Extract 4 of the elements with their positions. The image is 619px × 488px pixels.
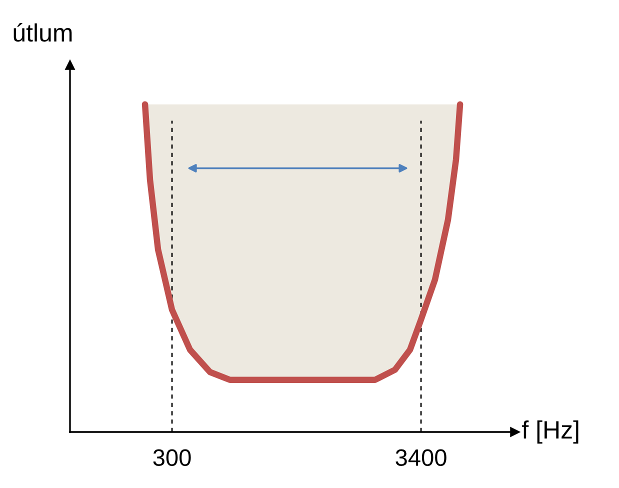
x-tick-label: 300 — [153, 449, 191, 466]
x-tick-label: 3400 — [396, 449, 446, 466]
y-axis-title: útlum — [14, 23, 72, 42]
x-axis-title: f [Hz] — [522, 420, 578, 444]
